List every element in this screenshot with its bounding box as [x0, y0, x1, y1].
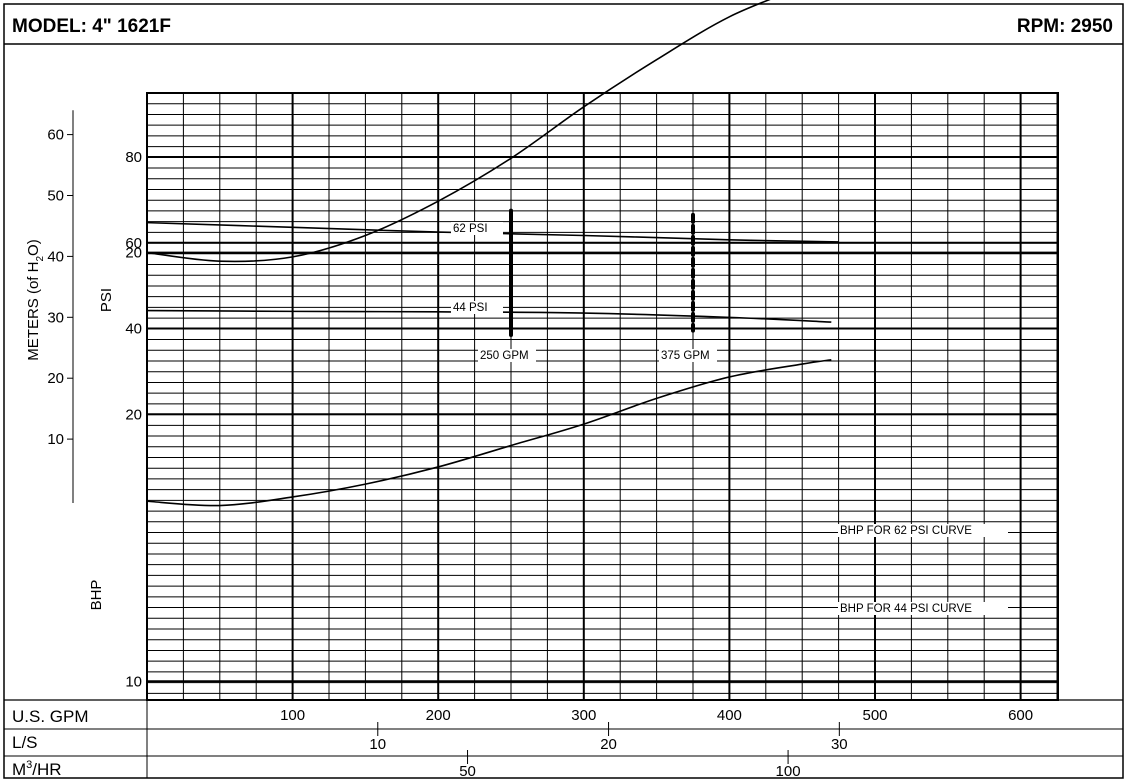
- m3hr-tick-label: 100: [776, 763, 801, 780]
- bhp-tick-label: 10: [125, 673, 142, 690]
- bottom-scales: U.S. GPM L/S M3/HR 100 200 300 400 500 600 10 2…: [4, 699, 1123, 780]
- meters-tick-label: 40: [47, 248, 64, 265]
- ls-tick-label: 30: [831, 736, 848, 753]
- gpm-tick-label: 500: [862, 707, 887, 724]
- meters-tick-label: 50: [47, 188, 64, 205]
- m3hr-tick-label: 50: [459, 763, 476, 780]
- label-bhp-62psi: BHP FOR 62 PSI CURVE: [840, 525, 972, 537]
- ls-tick-label: 20: [600, 736, 617, 753]
- meters-axis-title: METERS (of H2O): [25, 239, 46, 360]
- meters-tick-label: 30: [47, 309, 64, 326]
- outer-frame: [3, 3, 1124, 779]
- label-44psi: 44 PSI: [453, 302, 488, 314]
- gpm-tick-label: 600: [1008, 707, 1033, 724]
- ls-tick-label: 10: [369, 736, 386, 753]
- psi-axis-title: PSI: [98, 288, 115, 312]
- m3hr-axis-label: M3/HR: [12, 759, 62, 779]
- ls-axis-label: L/S: [12, 733, 38, 752]
- label-44psi-bg: [451, 301, 503, 314]
- label-375gpm: 375 GPM: [661, 350, 710, 362]
- meters-tick-label: 60: [47, 127, 64, 144]
- bhp-tick-label: 20: [125, 245, 142, 262]
- operating-lines: [509, 208, 695, 337]
- label-375gpm-bg: [659, 349, 717, 362]
- label-250gpm-bg: [478, 349, 536, 362]
- grid-lines: [146, 92, 1059, 701]
- model-title: MODEL: 4" 1621F: [12, 16, 171, 37]
- label-bhp-44psi: BHP FOR 44 PSI CURVE: [840, 603, 972, 615]
- gpm-tick-label: 200: [426, 707, 451, 724]
- bhp-axis-title: BHP: [88, 580, 105, 611]
- psi-tick-label: 40: [125, 321, 142, 338]
- rpm-title: RPM: 2950: [1017, 16, 1113, 37]
- annotation-labels: 62 PSI 44 PSI 250 GPM 375 GPM BHP FOR 62 PSI…: [451, 222, 1008, 615]
- label-250gpm: 250 GPM: [480, 350, 529, 362]
- meters-tick-label: 20: [47, 370, 64, 387]
- gpm-tick-label: 300: [571, 707, 596, 724]
- meters-tick-label: 10: [47, 431, 64, 448]
- label-bhp-44psi-bg: [838, 602, 1008, 615]
- bhp-curve-62psi: [146, 0, 771, 263]
- gpm-axis-label: U.S. GPM: [12, 707, 89, 726]
- bhp-curve-44psi: [146, 358, 832, 507]
- gpm-tick-label: 100: [280, 707, 305, 724]
- psi-tick-label: 60: [125, 235, 142, 252]
- label-bhp-62psi-bg: [838, 524, 1008, 537]
- psi-tick-label: 20: [125, 406, 142, 423]
- label-62psi: 62 PSI: [453, 223, 488, 235]
- psi-tick-label: 80: [125, 149, 142, 166]
- gpm-tick-label: 400: [717, 707, 742, 724]
- label-62psi-bg: [451, 222, 503, 235]
